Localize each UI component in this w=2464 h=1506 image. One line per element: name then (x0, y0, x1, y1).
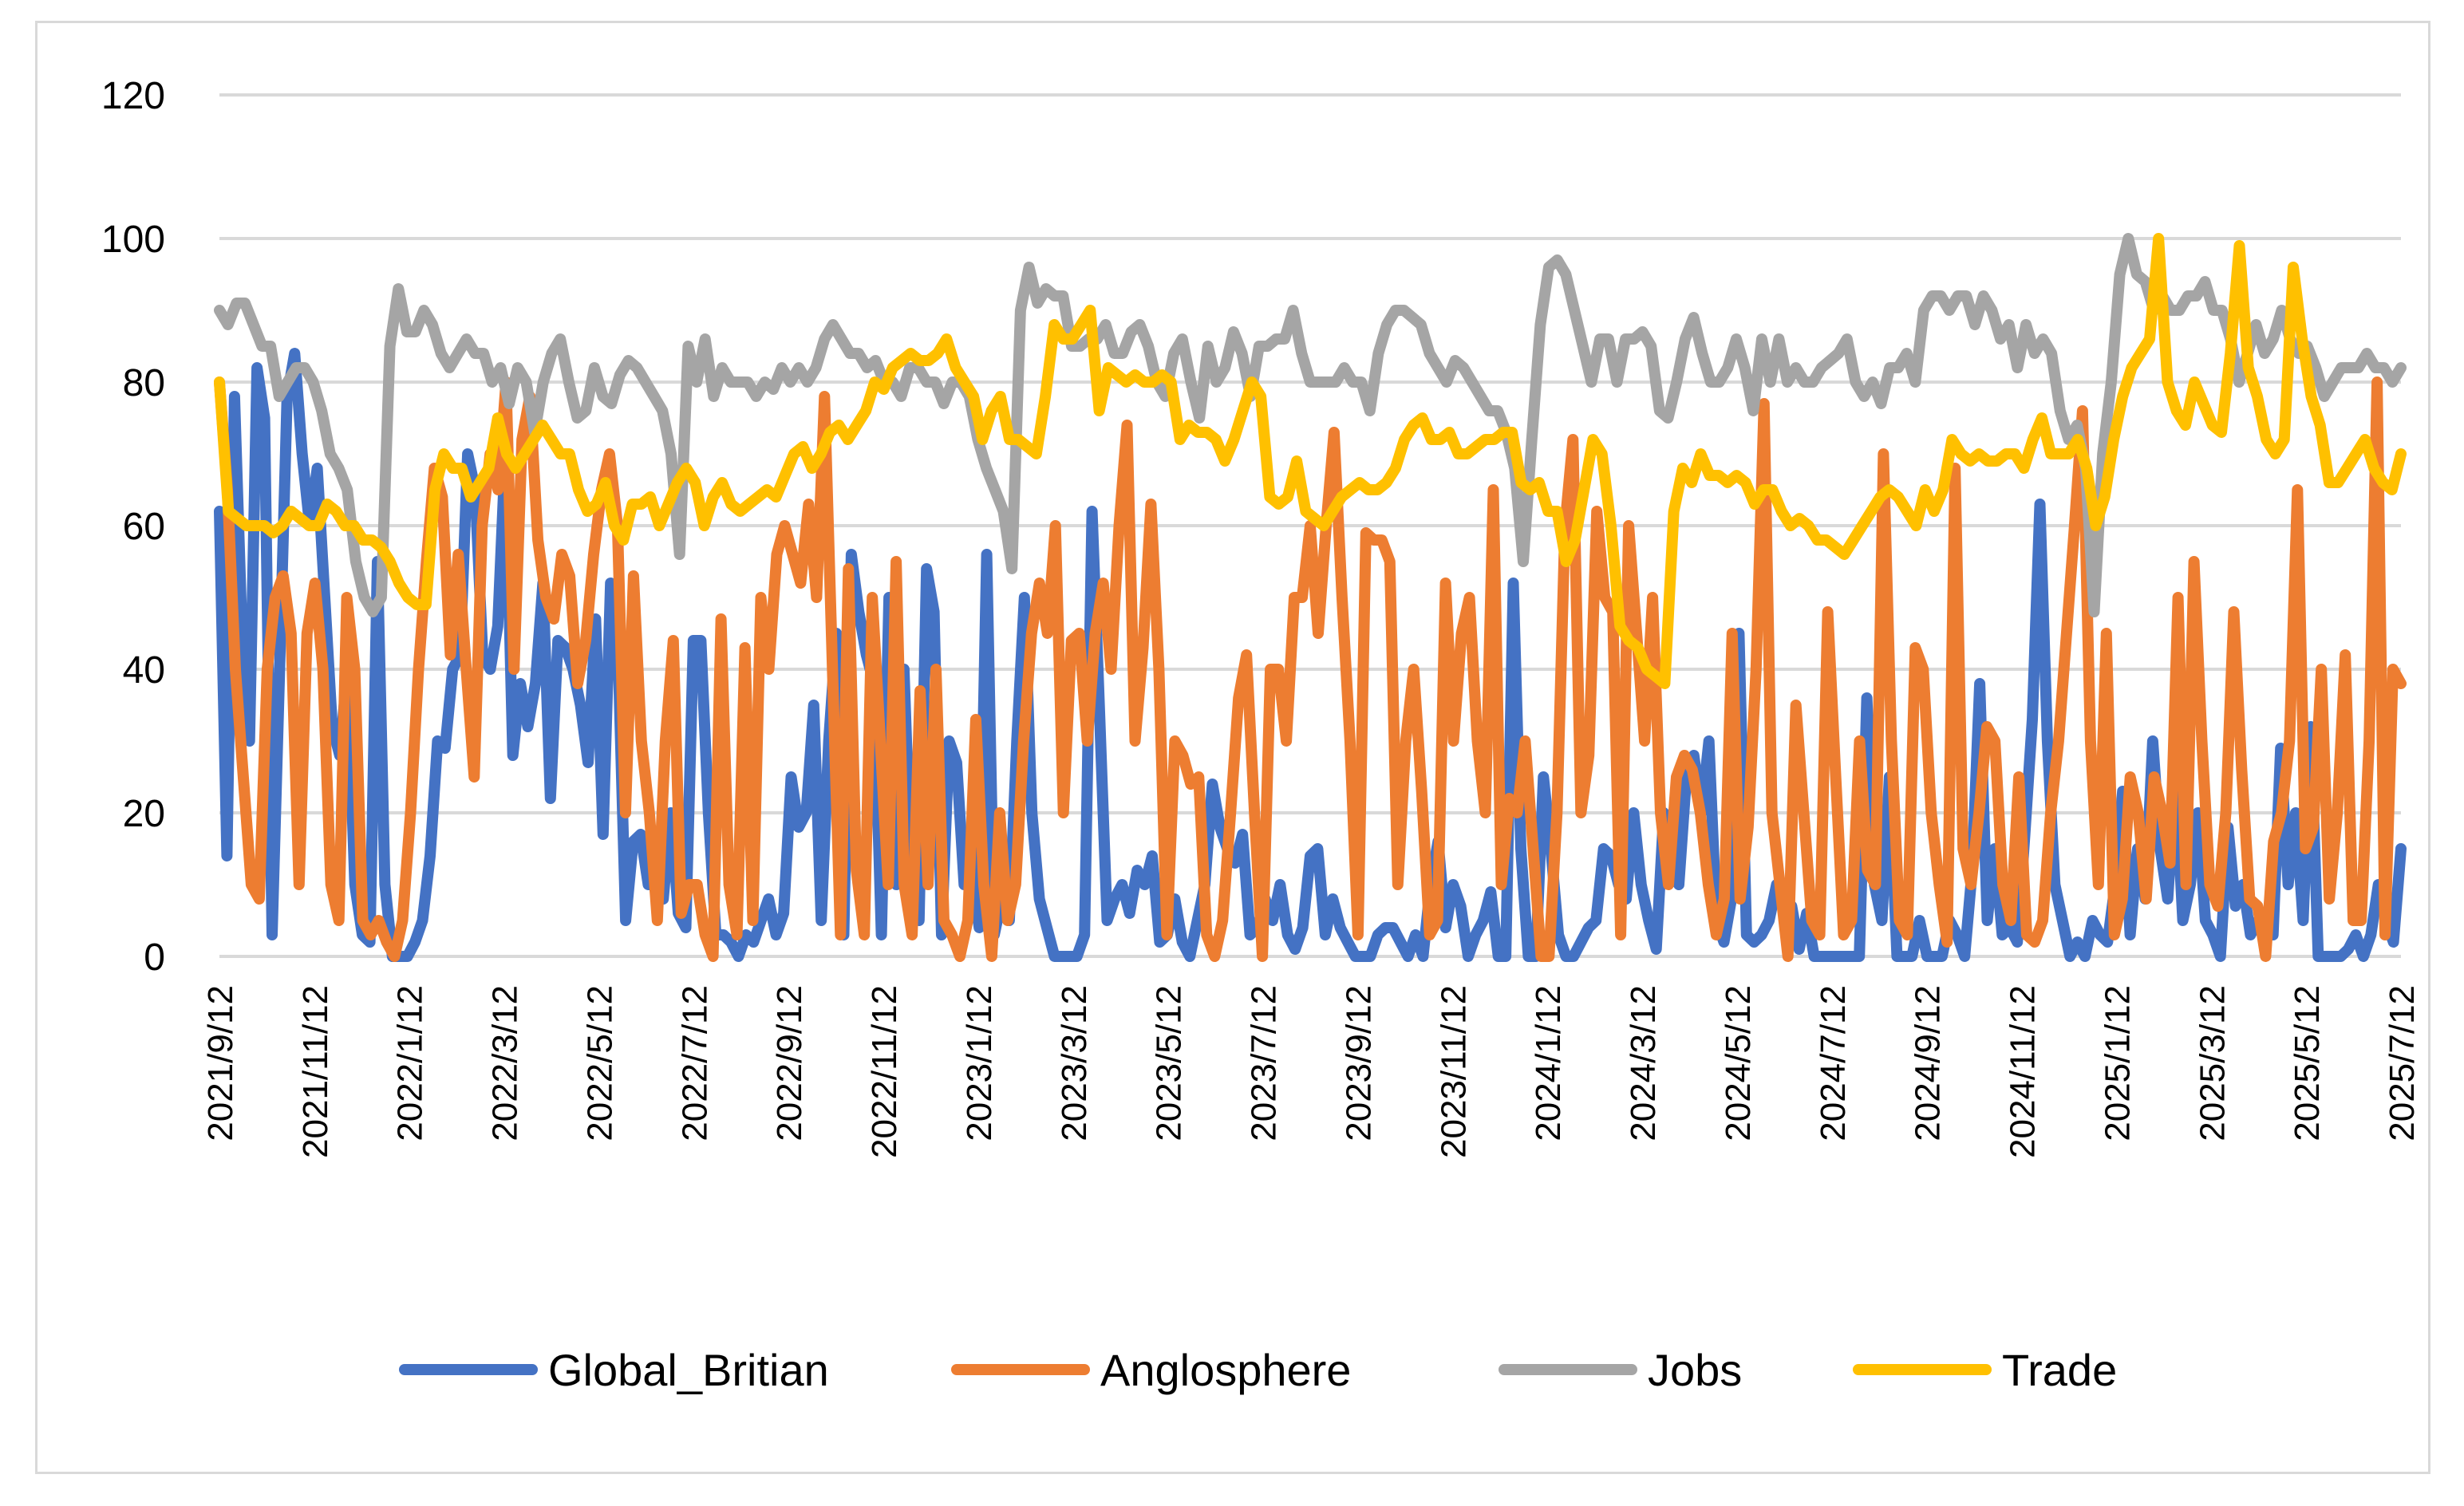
series-lines (214, 233, 2407, 962)
y-tick-label: 80 (123, 362, 165, 404)
x-tick-label: 2024/11/12 (2004, 985, 2043, 1158)
x-tick-label: 2022/1/12 (391, 985, 430, 1141)
x-tick-label: 2024/5/12 (1719, 985, 1758, 1141)
chart-frame: 0 20 40 60 80 100 120 2021/9/12 2021/11/12 2022/… (35, 21, 2430, 1474)
series-line-anglosphere (214, 376, 2407, 962)
x-tick-label: 2025/3/12 (2193, 985, 2232, 1141)
x-tick-label: 2023/5/12 (1150, 985, 1189, 1141)
legend-label: Jobs (1648, 1345, 1742, 1395)
x-tick-label: 2023/11/12 (1434, 985, 1473, 1158)
x-tick-label: 2025/1/12 (2098, 985, 2137, 1141)
legend-label: Anglosphere (1100, 1345, 1351, 1395)
series-line-global-britian (214, 348, 2407, 962)
y-tick-label: 100 (101, 219, 165, 261)
x-tick-label: 2022/3/12 (486, 985, 525, 1141)
series-line-trade (214, 233, 2407, 689)
legend-label: Global_Britian (548, 1345, 829, 1395)
x-tick-label: 2021/9/12 (201, 985, 240, 1141)
legend-label: Trade (2002, 1345, 2117, 1395)
x-tick-label: 2023/9/12 (1339, 985, 1378, 1141)
x-tick-label: 2024/9/12 (1909, 985, 1948, 1141)
x-axis-labels: 2021/9/12 2021/11/12 2022/1/12 2022/3/12 202… (201, 985, 2422, 1158)
x-tick-label: 2025/7/12 (2383, 985, 2422, 1141)
x-tick-label: 2024/7/12 (1814, 985, 1853, 1141)
y-tick-label: 0 (144, 936, 165, 979)
y-tick-label: 120 (101, 75, 165, 117)
x-tick-label: 2021/11/12 (296, 985, 335, 1158)
x-tick-label: 2023/3/12 (1055, 985, 1094, 1141)
x-tick-label: 2023/1/12 (960, 985, 999, 1141)
line-chart: 0 20 40 60 80 100 120 2021/9/12 2021/11/12 2022/… (101, 75, 2422, 1395)
x-tick-label: 2022/11/12 (865, 985, 904, 1158)
x-tick-label: 2025/5/12 (2288, 985, 2327, 1141)
x-tick-label: 2022/9/12 (770, 985, 809, 1141)
legend: Global_Britian Anglosphere Jobs Trade (399, 1345, 2117, 1395)
x-tick-label: 2024/1/12 (1529, 985, 1568, 1141)
y-tick-label: 40 (123, 649, 165, 692)
x-tick-label: 2023/7/12 (1245, 985, 1284, 1141)
y-axis-labels: 0 20 40 60 80 100 120 (101, 75, 165, 979)
x-tick-label: 2022/7/12 (675, 985, 714, 1141)
y-tick-label: 20 (123, 793, 165, 835)
y-tick-label: 60 (123, 506, 165, 548)
x-tick-label: 2022/5/12 (581, 985, 620, 1141)
series-line-jobs (214, 233, 2407, 617)
x-tick-label: 2024/3/12 (1624, 985, 1663, 1141)
